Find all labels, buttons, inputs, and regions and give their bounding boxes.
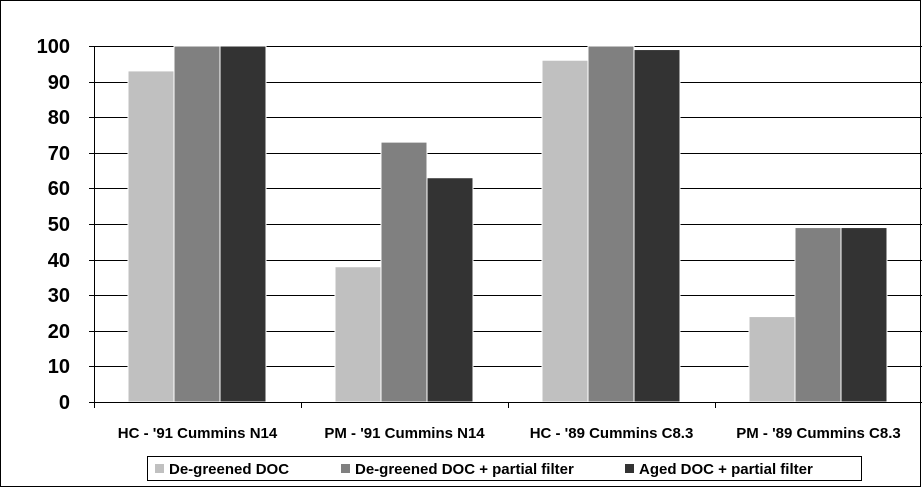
- legend-swatch-3: [625, 464, 634, 473]
- bar-1-3: [541, 59, 589, 403]
- bar-3-3: [633, 49, 681, 403]
- x-tick-label: HC - '89 Cummins C8.3: [530, 425, 694, 442]
- y-tick-label: 30: [48, 285, 70, 307]
- y-tick-labels: 0 10 20 30 40 50 60 70 80 90 100: [37, 36, 70, 414]
- legend-swatch-2: [341, 464, 350, 473]
- bar-1-4: [748, 316, 796, 403]
- y-tick-label: 40: [48, 250, 70, 272]
- bar-3-2: [426, 177, 474, 403]
- legend-label-1: De-greened DOC: [169, 461, 289, 478]
- y-tick-label: 80: [48, 107, 70, 129]
- bar-2-3: [587, 45, 635, 403]
- y-tick-label: 0: [59, 392, 70, 414]
- y-tick-label: 10: [48, 356, 70, 378]
- bar-2-4: [794, 227, 842, 403]
- legend: De-greened DOC De-greened DOC + partial f…: [147, 456, 862, 481]
- bar-1-1: [127, 70, 175, 403]
- x-tick-label: PM - '91 Cummins N14: [324, 425, 485, 442]
- y-tick-label: 60: [48, 178, 70, 200]
- y-tick-label: 50: [48, 214, 70, 236]
- legend-swatch-1: [155, 464, 164, 473]
- bar-3-4: [840, 227, 888, 403]
- y-tick-label: 100: [37, 36, 70, 58]
- y-tick-label: 20: [48, 321, 70, 343]
- legend-label-2: De-greened DOC + partial filter: [355, 461, 574, 478]
- legend-box: [147, 456, 862, 481]
- legend-label-3: Aged DOC + partial filter: [639, 461, 813, 478]
- y-tick-label: 70: [48, 143, 70, 165]
- x-tick-labels: HC - '91 Cummins N14 PM - '91 Cummins N14…: [118, 425, 901, 442]
- x-tick-label: PM - '89 Cummins C8.3: [736, 425, 900, 442]
- bar-2-1: [173, 45, 221, 403]
- x-tick-label: HC - '91 Cummins N14: [118, 425, 278, 442]
- bar-2-2: [380, 141, 428, 403]
- axes: [89, 46, 922, 408]
- bar-1-2: [334, 266, 382, 403]
- y-tick-label: 90: [48, 72, 70, 94]
- bar-3-1: [219, 45, 267, 403]
